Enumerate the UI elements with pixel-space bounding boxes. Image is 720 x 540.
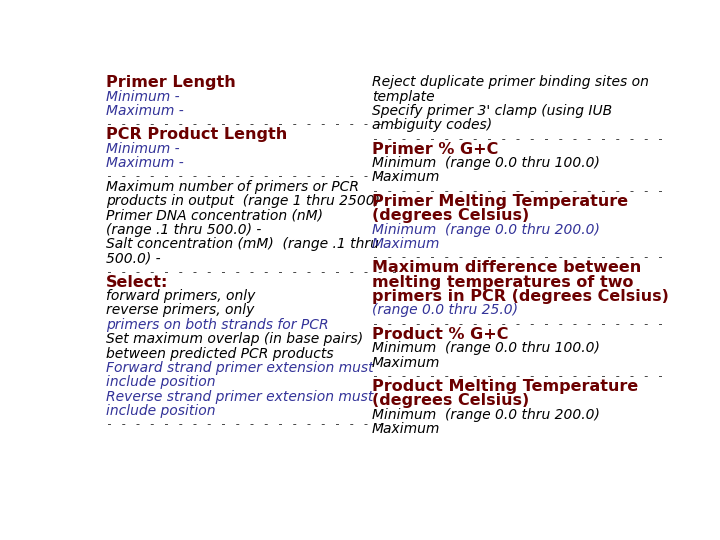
Text: (range .1 thru 500.0) -: (range .1 thru 500.0) - (106, 222, 261, 237)
Text: Primer DNA concentration (nM): Primer DNA concentration (nM) (106, 208, 323, 222)
Text: - - - - - - - - - - - - - - - - - - - - -: - - - - - - - - - - - - - - - - - - - - … (106, 171, 397, 184)
Text: PCR Product Length: PCR Product Length (106, 127, 287, 143)
Text: - - - - - - - - - - - - - - - - - - - - -: - - - - - - - - - - - - - - - - - - - - … (372, 185, 664, 198)
Text: melting temperatures of two: melting temperatures of two (372, 275, 634, 290)
Text: Select:: Select: (106, 275, 168, 290)
Text: Maximum: Maximum (372, 171, 440, 185)
Text: Reject duplicate primer binding sites on: Reject duplicate primer binding sites on (372, 75, 649, 89)
Text: Maximum -: Maximum - (106, 104, 184, 118)
Text: template: template (372, 90, 434, 104)
Text: Maximum: Maximum (372, 422, 440, 436)
Text: Primer Melting Temperature: Primer Melting Temperature (372, 194, 628, 209)
Text: - - - - - - - - - - - - - - - - - - - - -: - - - - - - - - - - - - - - - - - - - - … (106, 418, 397, 431)
Text: Salt concentration (mM)  (range .1 thru: Salt concentration (mM) (range .1 thru (106, 237, 379, 251)
Text: Set maximum overlap (in base pairs): Set maximum overlap (in base pairs) (106, 332, 363, 346)
Text: Forward strand primer extension must: Forward strand primer extension must (106, 361, 373, 375)
Text: - - - - - - - - - - - - - - - - - - - - -: - - - - - - - - - - - - - - - - - - - - … (372, 133, 664, 146)
Text: - - - - - - - - - - - - - - - - - - - - -: - - - - - - - - - - - - - - - - - - - - … (372, 370, 664, 383)
Text: Maximum number of primers or PCR: Maximum number of primers or PCR (106, 180, 359, 193)
Text: Maximum: Maximum (372, 356, 440, 370)
Text: primers on both strands for PCR: primers on both strands for PCR (106, 318, 328, 332)
Text: Maximum: Maximum (372, 237, 440, 251)
Text: Primer % G+C: Primer % G+C (372, 141, 498, 157)
Text: 500.0) -: 500.0) - (106, 251, 161, 265)
Text: between predicted PCR products: between predicted PCR products (106, 347, 333, 361)
Text: Primer Length: Primer Length (106, 75, 235, 90)
Text: - - - - - - - - - - - - - - - - - - - - -: - - - - - - - - - - - - - - - - - - - - … (106, 118, 397, 131)
Text: Minimum  (range 0.0 thru 200.0): Minimum (range 0.0 thru 200.0) (372, 408, 600, 422)
Text: forward primers, only: forward primers, only (106, 289, 255, 303)
Text: - - - - - - - - - - - - - - - - - - - - -: - - - - - - - - - - - - - - - - - - - - … (106, 266, 397, 279)
Text: - - - - - - - - - - - - - - - - - - - - -: - - - - - - - - - - - - - - - - - - - - … (372, 251, 664, 264)
Text: - - - - - - - - - - - - - - - - - - - - -: - - - - - - - - - - - - - - - - - - - - … (372, 318, 664, 331)
Text: include position: include position (106, 404, 215, 418)
Text: Minimum -: Minimum - (106, 90, 179, 104)
Text: Specify primer 3' clamp (using IUB: Specify primer 3' clamp (using IUB (372, 104, 612, 118)
Text: ambiguity codes): ambiguity codes) (372, 118, 492, 132)
Text: include position: include position (106, 375, 215, 389)
Text: Minimum  (range 0.0 thru 100.0): Minimum (range 0.0 thru 100.0) (372, 341, 600, 355)
Text: reverse primers, only: reverse primers, only (106, 303, 254, 318)
Text: (degrees Celsius): (degrees Celsius) (372, 208, 529, 223)
Text: Minimum  (range 0.0 thru 200.0): Minimum (range 0.0 thru 200.0) (372, 222, 600, 237)
Text: (degrees Celsius): (degrees Celsius) (372, 394, 529, 408)
Text: Minimum -: Minimum - (106, 141, 179, 156)
Text: Maximum -: Maximum - (106, 156, 184, 170)
Text: primers in PCR (degrees Celsius): primers in PCR (degrees Celsius) (372, 289, 669, 304)
Text: Product % G+C: Product % G+C (372, 327, 508, 342)
Text: Product Melting Temperature: Product Melting Temperature (372, 379, 638, 394)
Text: products in output  (range 1 thru 2500): products in output (range 1 thru 2500) (106, 194, 379, 208)
Text: (range 0.0 thru 25.0): (range 0.0 thru 25.0) (372, 303, 518, 318)
Text: Maximum difference between: Maximum difference between (372, 260, 641, 275)
Text: Reverse strand primer extension must: Reverse strand primer extension must (106, 389, 373, 403)
Text: Minimum  (range 0.0 thru 100.0): Minimum (range 0.0 thru 100.0) (372, 156, 600, 170)
